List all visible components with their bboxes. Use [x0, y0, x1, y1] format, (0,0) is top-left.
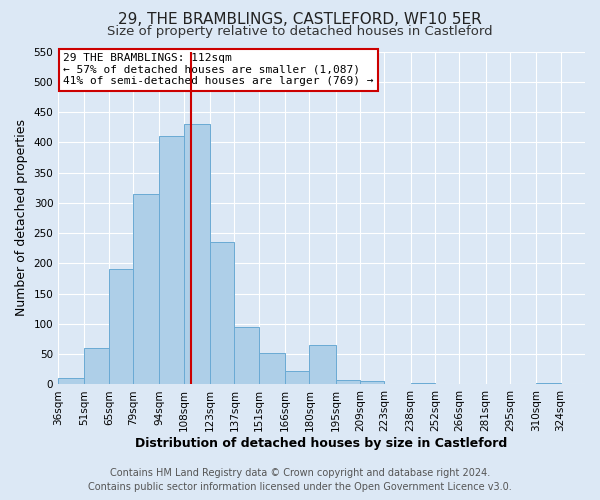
- Bar: [335, 380, 360, 384]
- Bar: [210, 242, 235, 384]
- Bar: [160, 136, 184, 384]
- Bar: [310, 345, 335, 385]
- Bar: [133, 194, 160, 384]
- Bar: [85, 348, 109, 385]
- X-axis label: Distribution of detached houses by size in Castleford: Distribution of detached houses by size …: [136, 437, 508, 450]
- Text: Size of property relative to detached houses in Castleford: Size of property relative to detached ho…: [107, 25, 493, 38]
- Bar: [58, 378, 85, 384]
- Y-axis label: Number of detached properties: Number of detached properties: [15, 120, 28, 316]
- Bar: [259, 353, 285, 384]
- Bar: [410, 382, 435, 384]
- Bar: [184, 124, 210, 384]
- Text: 29, THE BRAMBLINGS, CASTLEFORD, WF10 5ER: 29, THE BRAMBLINGS, CASTLEFORD, WF10 5ER: [118, 12, 482, 28]
- Bar: [285, 371, 310, 384]
- Bar: [109, 270, 133, 384]
- Text: Contains HM Land Registry data © Crown copyright and database right 2024.
Contai: Contains HM Land Registry data © Crown c…: [88, 468, 512, 492]
- Bar: [360, 381, 385, 384]
- Text: 29 THE BRAMBLINGS: 112sqm
← 57% of detached houses are smaller (1,087)
41% of se: 29 THE BRAMBLINGS: 112sqm ← 57% of detac…: [64, 53, 374, 86]
- Bar: [536, 383, 560, 384]
- Bar: [235, 327, 259, 384]
